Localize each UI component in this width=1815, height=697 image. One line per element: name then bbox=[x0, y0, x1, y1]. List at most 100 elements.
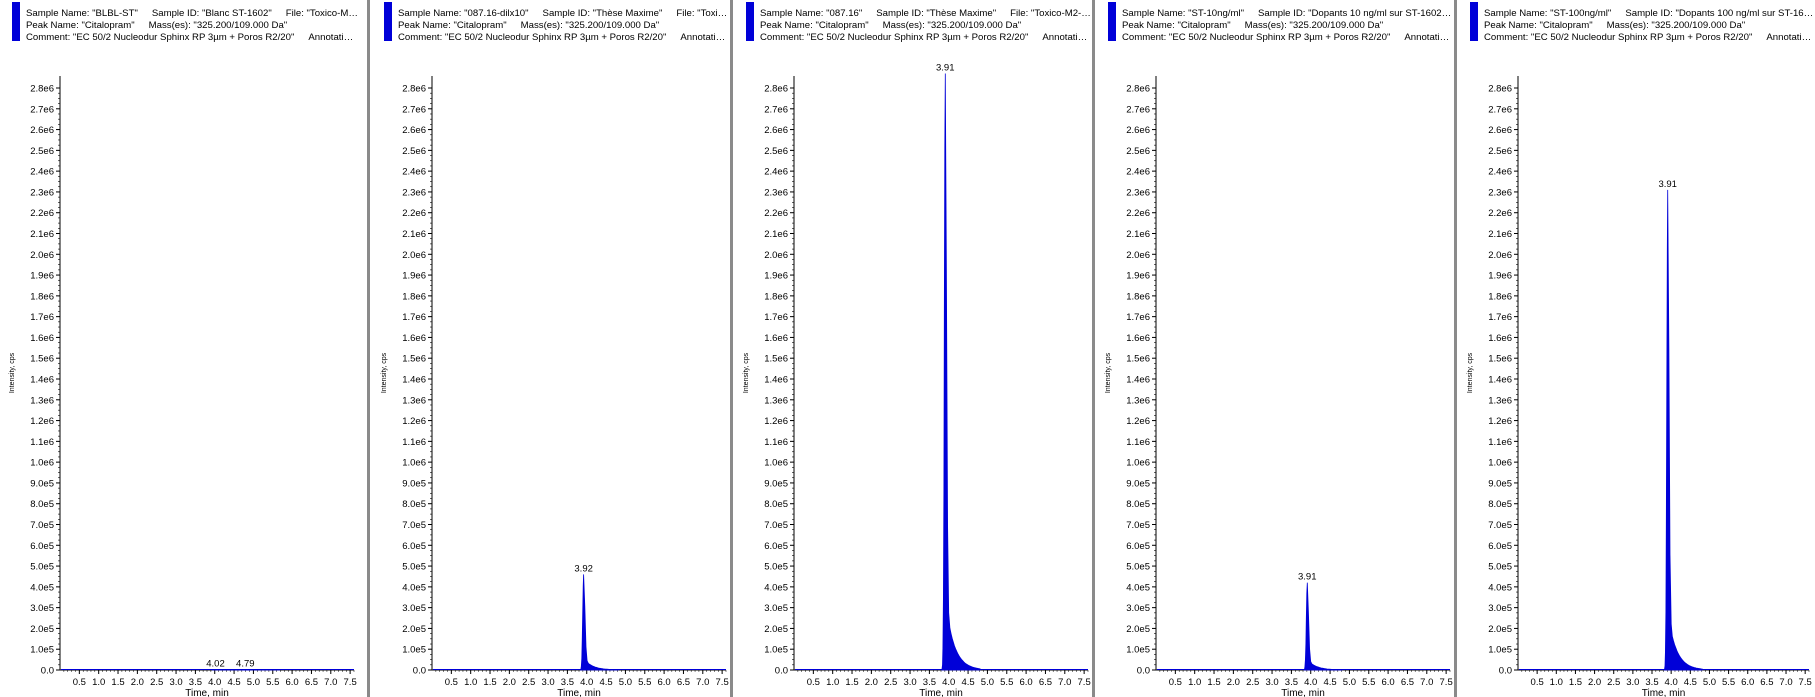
x-tick-label: 3.0 bbox=[1626, 677, 1639, 688]
y-tick-label: 1.5e6 bbox=[764, 354, 788, 365]
x-tick-label: 3.0 bbox=[1265, 677, 1278, 688]
y-tick-label: 2.3e6 bbox=[764, 187, 788, 198]
y-tick-label: 1.7e6 bbox=[1126, 312, 1150, 323]
x-tick-label: 7.0 bbox=[1779, 677, 1792, 688]
y-tick-label: 7.0e5 bbox=[30, 520, 54, 531]
y-tick-label: 2.5e6 bbox=[402, 146, 426, 157]
y-tick-label: 1.0e6 bbox=[764, 458, 788, 469]
y-tick-label: 2.8e6 bbox=[402, 84, 426, 95]
x-tick-label: 5.0 bbox=[247, 677, 260, 688]
peaks: 3.92 bbox=[433, 563, 726, 671]
x-tick-label: 0.5 bbox=[1531, 677, 1544, 688]
y-tick-label: 2.6e6 bbox=[1126, 125, 1150, 136]
axes: 0.0 1.0e5 2.0e5 3.0e5 4.0e5 5.0e5 6.0e5 7.0e5 8.… bbox=[743, 76, 1091, 697]
x-tick-label: 1.5 bbox=[1207, 677, 1220, 688]
y-tick-label: 1.6e6 bbox=[402, 333, 426, 344]
y-tick-label: 1.4e6 bbox=[402, 375, 426, 386]
peak-label: 3.91 bbox=[1298, 572, 1317, 583]
panel-header: Sample Name: "ST-100ng/ml" Sample ID: "Do… bbox=[1458, 0, 1815, 48]
y-tick-label: 3.0e5 bbox=[30, 603, 54, 614]
x-tick-label: 6.0 bbox=[1381, 677, 1394, 688]
y-tick-label: 2.2e6 bbox=[402, 208, 426, 219]
peak-area bbox=[579, 574, 619, 671]
y-tick-label: 2.5e6 bbox=[1126, 146, 1150, 157]
y-tick-label: 1.6e6 bbox=[1488, 333, 1512, 344]
x-tick-label: 2.0 bbox=[131, 677, 144, 688]
chromatogram-panel-4: Sample Name: "ST-10ng/ml" Sample ID: "Dop… bbox=[1096, 0, 1456, 697]
peak-label: 3.92 bbox=[574, 563, 593, 574]
x-tick-label: 6.0 bbox=[657, 677, 670, 688]
y-tick-label: 2.0e6 bbox=[1126, 250, 1150, 261]
peak-label: 4.02 bbox=[206, 658, 225, 669]
y-tick-label: 8.0e5 bbox=[402, 499, 426, 510]
y-tick-label: 1.8e6 bbox=[402, 291, 426, 302]
y-tick-label: 2.5e6 bbox=[764, 146, 788, 157]
y-tick-label: 2.3e6 bbox=[402, 187, 426, 198]
x-tick-label: 6.5 bbox=[677, 677, 690, 688]
x-tick-label: 4.5 bbox=[227, 677, 240, 688]
panel-divider bbox=[367, 0, 370, 697]
y-tick-label: 4.0e5 bbox=[402, 582, 426, 593]
x-tick-label: 1.0 bbox=[464, 677, 477, 688]
x-tick-label: 3.5 bbox=[189, 677, 202, 688]
x-tick-label: 5.0 bbox=[619, 677, 632, 688]
y-tick-label: 1.0e5 bbox=[1126, 645, 1150, 656]
x-axis-title: Time, min bbox=[1281, 688, 1325, 697]
y-tick-label: 0.0 bbox=[775, 666, 788, 677]
y-tick-label: 1.7e6 bbox=[30, 312, 54, 323]
y-tick-label: 2.4e6 bbox=[1126, 167, 1150, 178]
y-tick-label: 8.0e5 bbox=[30, 499, 54, 510]
panel-divider bbox=[730, 0, 733, 697]
y-tick-label: 6.0e5 bbox=[764, 541, 788, 552]
y-tick-label: 5.0e5 bbox=[764, 562, 788, 573]
y-tick-label: 1.3e6 bbox=[764, 395, 788, 406]
x-tick-label: 3.5 bbox=[1645, 677, 1658, 688]
y-tick-label: 1.0e5 bbox=[1488, 645, 1512, 656]
y-tick-label: 2.2e6 bbox=[1488, 208, 1512, 219]
y-tick-label: 1.9e6 bbox=[402, 271, 426, 282]
peak-label: 4.79 bbox=[236, 659, 255, 670]
y-tick-label: 1.3e6 bbox=[402, 395, 426, 406]
y-tick-label: 2.0e6 bbox=[402, 250, 426, 261]
peaks: 4.02 4.79 bbox=[61, 658, 354, 671]
y-tick-label: 7.0e5 bbox=[1126, 520, 1150, 531]
chromatogram-panel-5: Sample Name: "ST-100ng/ml" Sample ID: "Do… bbox=[1458, 0, 1815, 697]
panel-header: Sample Name: "087.16-dilx10" Sample ID: "… bbox=[372, 0, 732, 48]
y-tick-label: 1.0e5 bbox=[30, 645, 54, 656]
y-tick-label: 1.9e6 bbox=[764, 271, 788, 282]
y-tick-label: 2.8e6 bbox=[764, 84, 788, 95]
y-tick-label: 1.9e6 bbox=[1126, 271, 1150, 282]
x-tick-label: 4.0 bbox=[1304, 677, 1317, 688]
y-tick-label: 2.6e6 bbox=[402, 125, 426, 136]
x-tick-label: 3.5 bbox=[923, 677, 936, 688]
panel-header: Sample Name: "BLBL-ST" Sample ID: "Blanc … bbox=[0, 0, 360, 48]
x-tick-label: 3.0 bbox=[169, 677, 182, 688]
y-tick-label: 6.0e5 bbox=[30, 541, 54, 552]
chromatogram-panel-1: Sample Name: "BLBL-ST" Sample ID: "Blanc … bbox=[0, 0, 360, 697]
x-tick-label: 7.0 bbox=[1420, 677, 1433, 688]
y-tick-label: 1.6e6 bbox=[764, 333, 788, 344]
y-tick-label: 2.0e5 bbox=[1126, 624, 1150, 635]
peak-area bbox=[941, 73, 981, 671]
y-tick-label: 9.0e5 bbox=[1488, 478, 1512, 489]
y-tick-label: 1.9e6 bbox=[1488, 271, 1512, 282]
y-tick-label: 3.0e5 bbox=[1488, 603, 1512, 614]
x-tick-label: 5.5 bbox=[1000, 677, 1013, 688]
y-tick-label: 2.4e6 bbox=[1488, 167, 1512, 178]
y-tick-label: 2.2e6 bbox=[764, 208, 788, 219]
y-tick-label: 1.8e6 bbox=[1126, 291, 1150, 302]
x-tick-label: 1.5 bbox=[1569, 677, 1582, 688]
peak-label: 3.91 bbox=[936, 62, 955, 73]
y-tick-label: 2.3e6 bbox=[1488, 187, 1512, 198]
x-tick-label: 5.0 bbox=[1343, 677, 1356, 688]
y-tick-label: 2.1e6 bbox=[1488, 229, 1512, 240]
y-tick-label: 1.8e6 bbox=[30, 291, 54, 302]
y-axis-title: Intensity, cps bbox=[1467, 352, 1474, 393]
x-tick-label: 7.5 bbox=[344, 677, 357, 688]
y-tick-label: 1.0e5 bbox=[764, 645, 788, 656]
y-tick-label: 2.7e6 bbox=[30, 104, 54, 115]
x-tick-label: 6.5 bbox=[305, 677, 318, 688]
y-tick-label: 4.0e5 bbox=[1488, 582, 1512, 593]
y-tick-label: 5.0e5 bbox=[30, 562, 54, 573]
y-tick-label: 1.5e6 bbox=[1488, 354, 1512, 365]
